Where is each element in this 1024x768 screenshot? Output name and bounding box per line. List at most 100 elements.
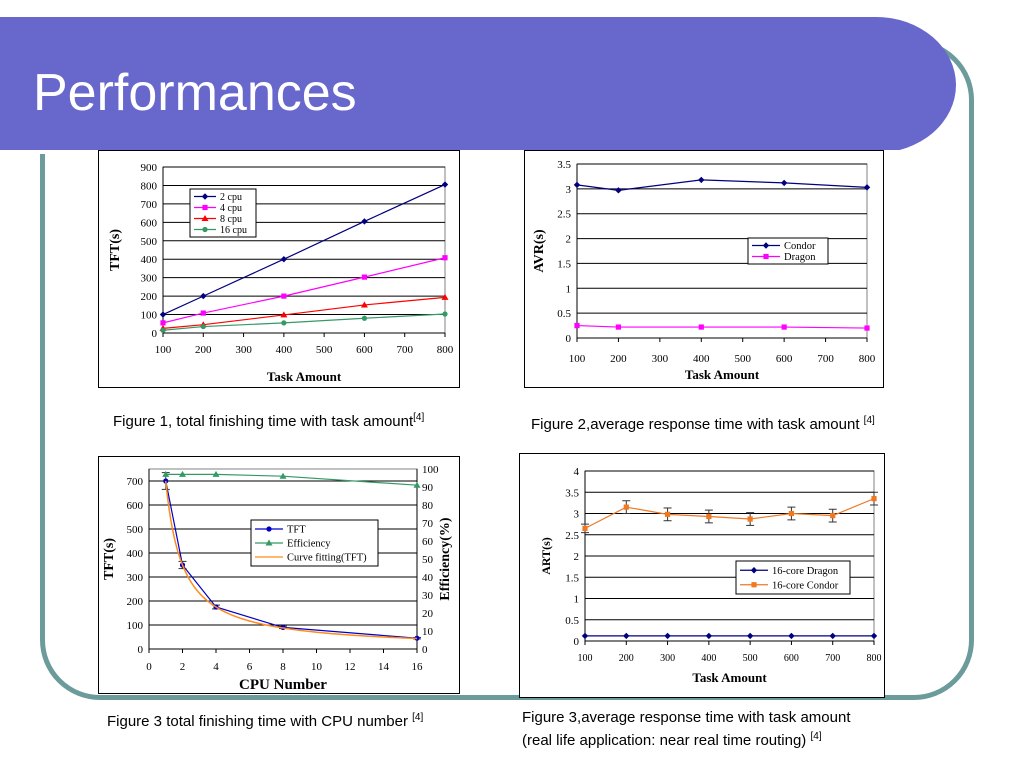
x-tick-label: 200 [619,653,634,664]
y-tick-label: 0.5 [557,308,571,320]
x-tick-label: 300 [660,653,675,664]
series-4-cpu-point [160,320,166,326]
legend-box [735,560,851,595]
y-tick-label: 400 [141,254,158,266]
x-tick-label: 100 [578,653,593,664]
series-8-cpu-point [441,293,449,300]
y2-tick-label: 80 [422,500,434,512]
legend-label: TFT [287,525,306,536]
x-tick-label: 300 [235,344,252,356]
x-tick-label: 6 [247,661,253,673]
series-16-core-condor-point [871,496,877,502]
y-tick-label: 300 [127,572,144,584]
y2-tick-label: 60 [422,536,434,548]
legend-marker [751,582,757,588]
series-8-cpu-point [280,311,288,318]
y-tick-label: 700 [127,476,144,488]
x-tick-label: 12 [345,661,356,673]
x-tick-label: 800 [859,353,876,365]
y2-tick-label: 10 [422,626,434,638]
series-8-cpu-point [360,301,368,308]
series-dragon-point [781,324,787,330]
legend-label: Efficiency [287,539,331,550]
series-16-core-condor-point [706,513,712,520]
x-axis-label: Task Amount [267,369,342,384]
chart-3-tft-cpu: 0 100 200 300 400 500 600 700 0 10 20 30 40 50 60 70 80 9… [98,456,460,694]
series-efficiency-point [179,470,186,477]
slide-header: Performances [0,17,956,154]
y-tick-label: 0 [138,644,144,656]
series-4-cpu-point [200,310,206,316]
chart-1-svg: 0 100 200 300 400 500 600 700 800 900 100 200 300 400… [108,162,454,384]
legend-label: Curve fitting(TFT) [287,553,367,564]
chart-4-art-task: 0 0.5 1 1.5 2 2.5 3 3.5 4 100 200 300 400 500 600 700 80… [519,453,885,698]
chart-4-svg: 0 0.5 1 1.5 2 2.5 3 3.5 4 100 200 300 400 500 600 700 80… [539,466,882,685]
legend-label: 2 cpu [220,192,242,203]
series-efficiency-point [162,470,170,477]
series-16-core-condor-point [623,504,629,510]
caption-ref: [4] [413,412,425,423]
chart-2-avr-task: 0 0.5 1 1.5 2 2.5 3 3.5 100 200 300 400 500 600 700 800… [524,150,884,388]
y-tick-label: 600 [127,500,144,512]
x-tick-label: 500 [734,353,751,365]
legend-label: Condor [784,241,816,252]
y-tick-label: 1.5 [557,258,571,270]
x-tick-label: 700 [825,653,840,664]
y2-tick-label: 20 [422,608,434,620]
caption-ref: [4] [863,415,875,426]
y-tick-label: 2.5 [565,530,579,542]
series-16-cpu-point [281,320,287,326]
y-tick-label: 0 [152,328,158,340]
y2-tick-label: 100 [422,464,439,476]
series-16-core-condor-point [747,516,753,522]
y-tick-label: 0.5 [565,615,579,627]
legend-label: Dragon [784,252,816,263]
series-2-cpu-point [441,181,449,188]
caption-figure-4: Figure 3,average response time with task… [522,708,851,750]
x-tick-label: 300 [652,353,669,365]
series-efficiency-point [212,470,220,477]
series-16-cpu-point [442,311,448,317]
caption-text: Figure 3 total finishing time with CPU n… [107,713,413,730]
series-16-core-condor-line [584,498,875,529]
caption-ref: [4] [810,731,822,742]
y-tick-label: 3 [574,509,580,521]
caption-text: Figure 1, total finishing time with task… [113,413,414,430]
series-2-cpu-point [159,311,167,318]
series-curve-fitting-tft--line [165,480,418,640]
legend-label: 16 cpu [220,225,247,236]
series-dragon-point [615,324,622,330]
series-16-core-condor-point [582,525,588,531]
chart-2-svg: 0 0.5 1 1.5 2 2.5 3 3.5 100 200 300 400 500 600 700 800… [532,159,876,382]
x-tick-label: 800 [437,344,454,356]
y-tick-label: 100 [127,620,144,632]
y2-axis-label: Efficiency(%) [438,517,453,601]
x-tick-label: 14 [378,661,390,673]
x-tick-label: 400 [693,353,710,365]
legend-label: 16-core Condor [772,580,839,591]
x-tick-label: 100 [155,344,172,356]
series-16-core-dragon-point [581,632,589,640]
x-tick-label: 500 [743,653,758,664]
y-tick-label: 4 [574,466,580,478]
y2-tick-label: 70 [422,518,434,530]
y-axis-label: TFT(s) [108,229,123,271]
series-4-cpu-point [281,293,287,299]
x-tick-label: 200 [610,353,627,365]
y-tick-label: 1 [574,594,580,606]
series-dragon-point [574,322,580,329]
legend-label: 16-core Dragon [772,566,839,577]
series-condor-point [863,184,871,191]
x-tick-label: 100 [569,353,586,365]
series-2-cpu-point [361,218,368,225]
legend-marker [763,253,769,260]
y-tick-label: 100 [141,310,158,322]
y-tick-label: 700 [141,199,158,211]
x-tick-label: 4 [213,661,219,673]
y-tick-label: 3.5 [565,487,579,499]
caption-figure-3: Figure 3 total finishing time with CPU n… [107,708,423,731]
y-axis-label: TFT(s) [102,538,117,580]
legend-label: 4 cpu [220,203,242,214]
x-tick-label: 600 [356,344,373,356]
y2-tick-label: 30 [422,590,434,602]
